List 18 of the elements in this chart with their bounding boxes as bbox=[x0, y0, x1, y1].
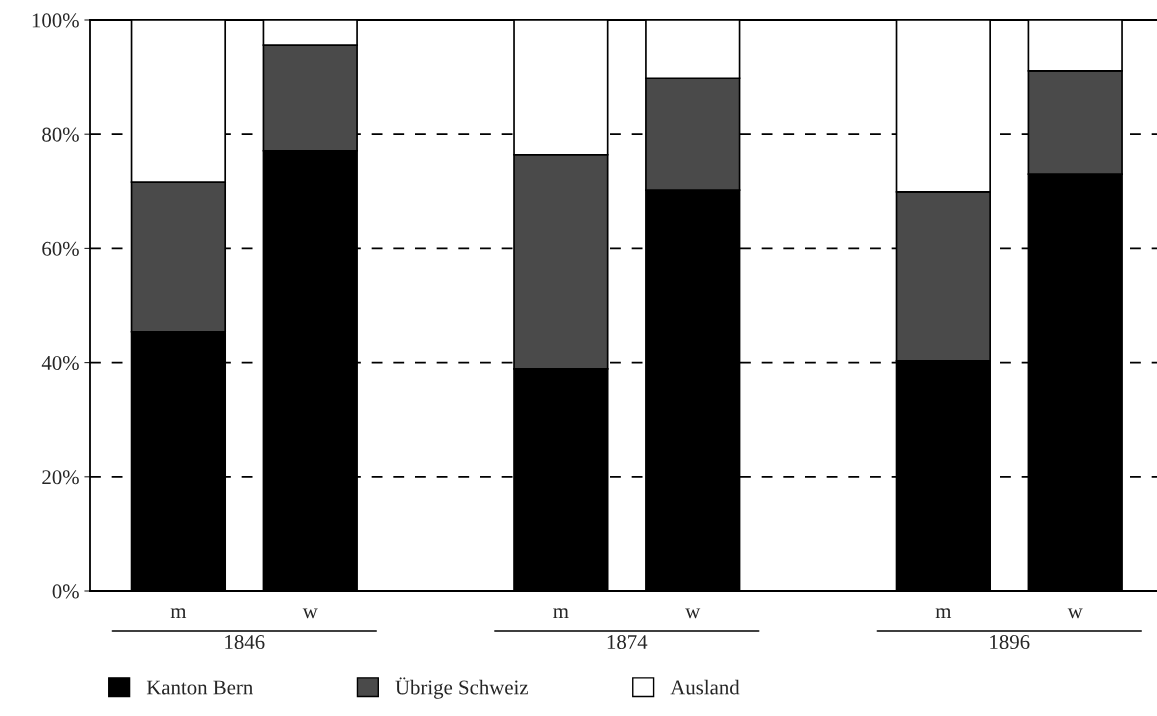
x-tick-label: w bbox=[1067, 608, 1083, 619]
x-tick-label: m bbox=[170, 608, 187, 619]
legend-label: Ausland bbox=[670, 679, 740, 695]
y-tick-label: 100% bbox=[32, 13, 79, 28]
y-tick-label: 40% bbox=[41, 355, 79, 371]
y-tick-label: 20% bbox=[42, 470, 79, 485]
y-tick-label: 60% bbox=[42, 241, 79, 256]
y-tick-label: 0% bbox=[52, 584, 79, 599]
text: 1874 bbox=[607, 635, 648, 650]
x-tick-label: m bbox=[935, 608, 952, 619]
text: 1896 bbox=[990, 635, 1030, 650]
y-tick-label: 80% bbox=[42, 127, 79, 142]
text: 1846 bbox=[225, 635, 265, 650]
x-tick-label: w bbox=[302, 608, 318, 619]
legend-label: Übrige Schweiz bbox=[395, 677, 529, 699]
legend-label: Kanton Bern bbox=[146, 680, 253, 695]
x-tick-label: w bbox=[685, 608, 701, 619]
x-tick-label: m bbox=[553, 608, 569, 619]
